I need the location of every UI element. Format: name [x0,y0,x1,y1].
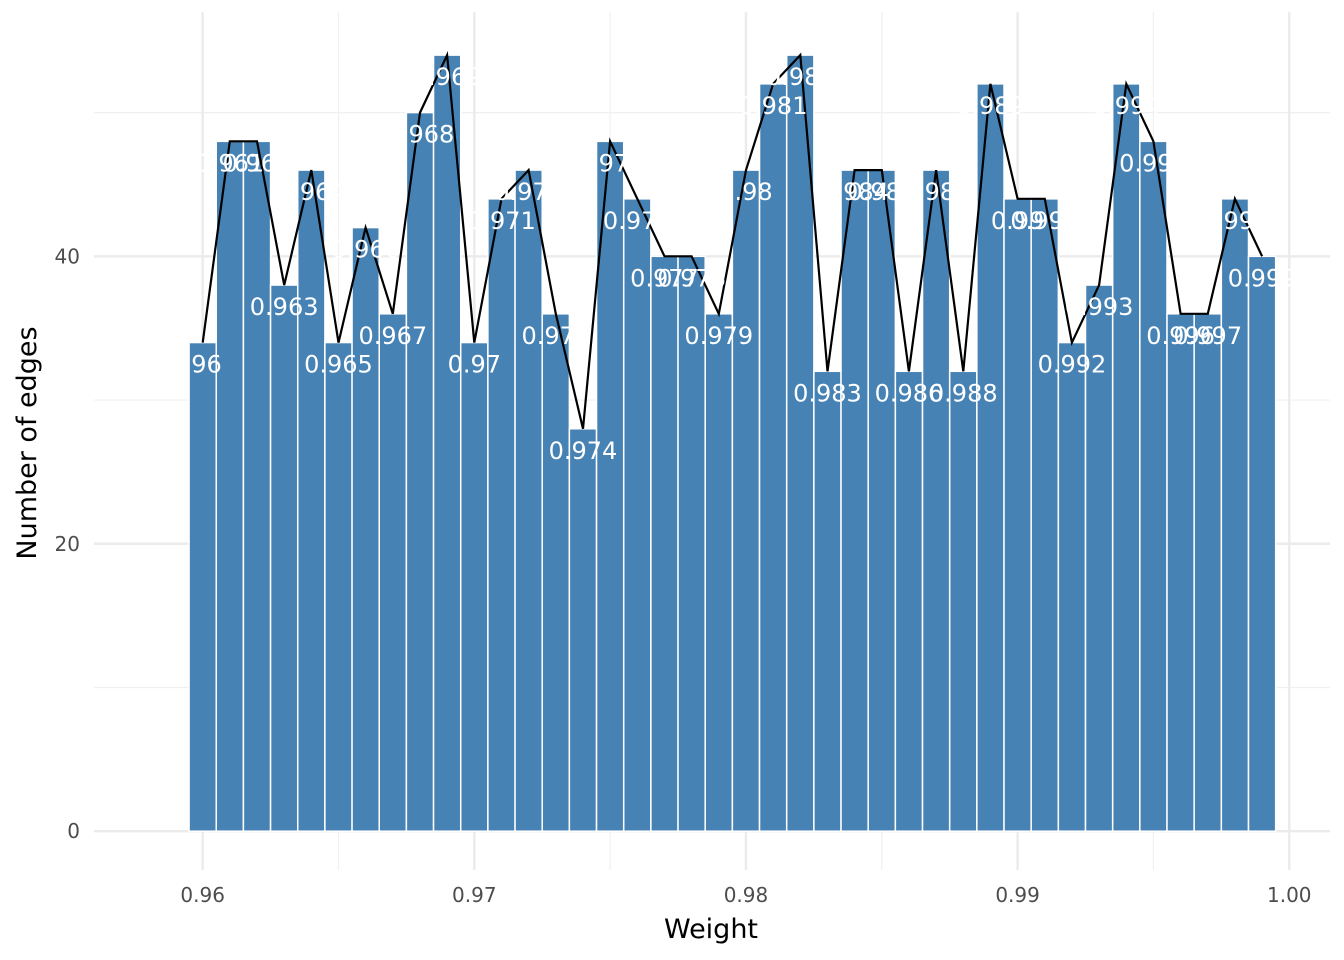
bar-label: 0.977 [630,264,699,292]
y-axis-title: Number of edges [12,326,43,559]
bar [324,341,353,832]
bar [1139,140,1168,832]
bar [813,370,842,832]
bar [704,313,734,832]
bar [758,83,788,832]
bar-label: 0.996 [1146,322,1215,350]
bar [622,198,652,832]
x-tick-label: 0.98 [724,883,769,907]
bar [1193,313,1223,832]
bar-label: 0.964 [277,178,346,206]
bar-label: 0.989 [956,92,1025,120]
bar-label: 0.973 [521,322,590,350]
bar [1057,341,1087,832]
bar [242,140,272,832]
bar [595,140,625,832]
bar-label: 0.976 [603,207,672,235]
bar-label: 0.981 [739,92,808,120]
y-tick-label: 20 [55,532,80,556]
bar-label: 0.995 [1119,149,1188,177]
bar-label: 0.978 [657,264,726,292]
bar-label: 0.965 [304,351,373,379]
bar-label: 0.963 [250,293,319,321]
bar-label: 0.975 [576,149,645,177]
bar [296,169,326,832]
bar-label: 0.984 [820,178,889,206]
bar [1247,255,1277,832]
bar [948,370,978,832]
bar [568,428,598,832]
bar [215,140,245,832]
y-tick-label: 0 [67,819,80,843]
x-tick-label: 0.97 [452,883,497,907]
bar-series [188,54,1277,832]
bar-label: 0.994 [1092,92,1161,120]
axes: 0 20 40 0.96 0.97 0.98 0.99 1.00 [55,244,1312,907]
bar [378,313,408,832]
bar-label: 0.985 [847,178,916,206]
bar [459,341,489,832]
bar-label: 0.986 [875,379,944,407]
bar-label: 0.982 [766,63,835,91]
bar-label: 0.99 [991,207,1044,235]
bar-label: 0.971 [467,207,536,235]
line-series-path [201,50,1264,430]
bar-label: 0.962 [223,149,292,177]
bar-label: 0.988 [929,379,998,407]
y-tick-label: 40 [55,244,80,268]
bar-label: 0.961 [195,149,264,177]
bar [976,83,1005,832]
bar-label: 0.979 [684,322,753,350]
bar-label: 0.997 [1173,322,1242,350]
bar [650,255,679,832]
bar-label: .96 [184,351,222,379]
bar [351,226,380,832]
bar-label: 0.974 [549,437,618,465]
bar [1003,198,1032,832]
x-tick-label: 1.00 [1267,883,1312,907]
bar [541,313,571,832]
bar [867,169,897,832]
bar-label: 0.993 [1065,293,1134,321]
x-axis-title: Weight [664,914,758,945]
bar [487,198,516,832]
bar-label: 0.967 [358,322,427,350]
bar-label: 0.972 [494,178,563,206]
bar [405,111,435,832]
bar [921,169,951,832]
line-series [201,50,1264,430]
bar-label: 0.98 [719,178,772,206]
x-tick-label: 0.99 [995,883,1040,907]
bar [1084,284,1114,832]
bar-label: 0.999 [1228,264,1297,292]
bar [514,169,543,832]
bar [1111,83,1141,832]
bar [432,54,462,832]
bar-label: 0.966 [331,236,400,264]
bar [1220,198,1250,832]
bar-label: 0.992 [1038,351,1107,379]
bar-label: 0.987 [902,178,971,206]
bar [269,284,299,832]
x-tick-label: 0.96 [180,883,225,907]
bar [840,169,869,832]
bar-label: 0.968 [386,121,455,149]
bar [188,341,217,832]
bar [1166,313,1195,832]
bar-label: 0.97 [448,351,501,379]
bar-label: 0.983 [793,379,862,407]
bar [1030,198,1060,832]
bar [894,370,924,832]
bar-label: 0.998 [1201,207,1270,235]
bar [731,169,761,832]
bar-label: 0.969 [413,63,482,91]
bar [785,54,815,832]
bar-label: 0.991 [1010,207,1079,235]
